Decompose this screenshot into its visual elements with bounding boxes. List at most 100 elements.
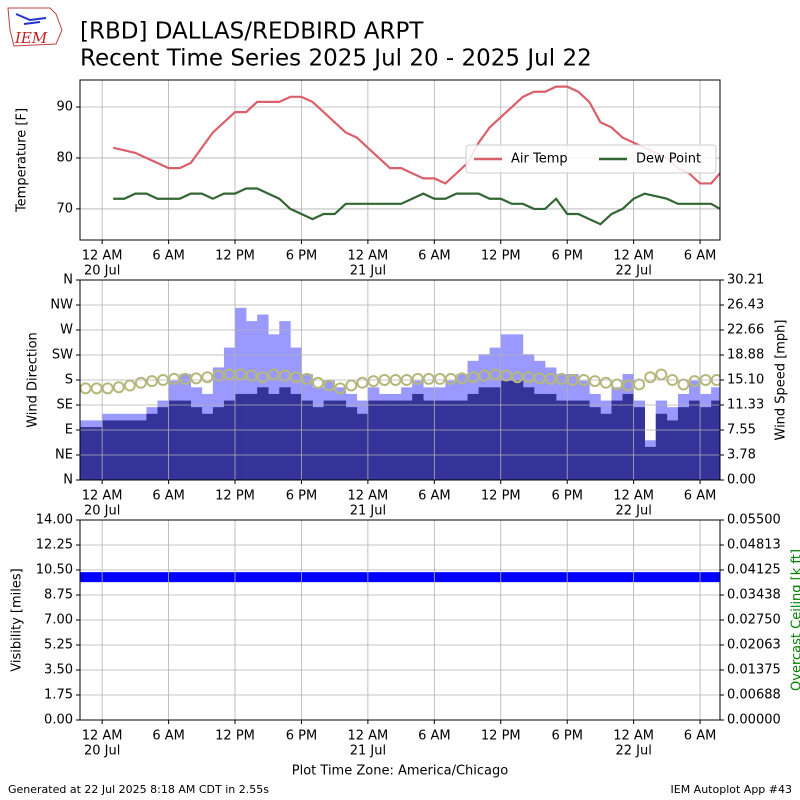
direction-point (134, 376, 147, 389)
direction-point (688, 375, 701, 388)
y-tick-label: 1.75 (44, 688, 73, 703)
speed-bar (246, 393, 258, 480)
footer-left: Generated at 22 Jul 2025 8:18 AM CDT in … (8, 783, 269, 796)
x-tick-date: 20 Jul (84, 264, 120, 279)
visibility-point (401, 572, 413, 583)
title-line: [RBD] DALLAS/REDBIRD ARPT (80, 19, 424, 45)
speed-bar (589, 407, 601, 480)
y-axis-label: Visibility [miles] (10, 568, 25, 671)
x-tick-date: 20 Jul (84, 744, 120, 759)
speed-bar (279, 387, 291, 480)
direction-point (80, 382, 92, 395)
y2-tick-label: 0.05500 (727, 513, 781, 528)
speed-bar (378, 400, 391, 480)
x-tick-label: 6 PM (286, 729, 317, 744)
y2-tick-label: 0.04813 (727, 538, 781, 553)
visibility-point (545, 572, 557, 583)
visibility-point (179, 572, 192, 583)
y-tick-label: 10.50 (36, 563, 73, 578)
x-tick-label: 6 AM (684, 729, 717, 744)
direction-point (267, 368, 280, 381)
direction-point (112, 381, 125, 394)
x-tick-label: 12 AM (613, 249, 654, 264)
speed-bar (567, 400, 579, 480)
y2-tick-label: 11.33 (727, 397, 764, 412)
direction-point (278, 369, 291, 382)
speed-bar (600, 413, 612, 480)
visibility-point (522, 572, 535, 583)
direction-point (356, 376, 369, 389)
visibility-point (644, 572, 657, 583)
y2-tick-label: 7.55 (727, 423, 756, 438)
visibility-point (124, 572, 136, 583)
direction-point (655, 368, 668, 381)
speed-bar (323, 400, 335, 480)
speed-bar (201, 413, 214, 480)
visibility-point (711, 572, 720, 583)
direction-point (456, 372, 469, 385)
y-tick-label: SW (52, 348, 73, 363)
visibility-point (456, 572, 468, 583)
y-tick-label: 3.50 (44, 663, 73, 678)
x-axis-label: Plot Time Zone: America/Chicago (292, 764, 508, 779)
direction-point (489, 368, 502, 381)
y2-tick-label: 22.66 (727, 323, 764, 338)
x-tick-label: 6 AM (152, 729, 185, 744)
speed-bar (456, 400, 468, 480)
direction-point (644, 371, 657, 384)
speed-bar (223, 400, 236, 480)
direction-point (500, 369, 513, 382)
speed-bar (102, 420, 114, 480)
speed-bar (179, 400, 192, 480)
direction-point (522, 371, 535, 384)
direction-point (544, 372, 557, 385)
visibility-point (511, 572, 524, 583)
x-tick-label: 6 AM (418, 489, 451, 504)
y-tick-label: SE (57, 398, 73, 413)
x-tick-label: 12 PM (215, 729, 255, 744)
direction-point (588, 375, 601, 388)
y2-tick-label: 15.10 (727, 373, 764, 388)
y-tick-label: 14.00 (36, 513, 73, 528)
x-tick-label: 6 PM (551, 729, 582, 744)
visibility-point (611, 572, 623, 583)
visibility-point (655, 572, 668, 583)
visibility-point (666, 572, 679, 583)
visibility-point (323, 572, 335, 583)
y2-axis-label: Overcast Ceiling [k ft] (790, 549, 800, 691)
y-tick-label: 90 (56, 100, 73, 115)
logo-lines (15, 13, 47, 25)
y-tick-label: NW (50, 298, 73, 313)
y2-tick-label: 0.00000 (727, 713, 781, 728)
speed-bar (301, 400, 313, 480)
x-tick-label: 6 PM (551, 249, 582, 264)
y2-tick-label: 0.03438 (727, 588, 781, 603)
direction-point (533, 372, 546, 385)
y-tick-label: N (63, 473, 73, 488)
y2-tick-label: 30.21 (727, 273, 764, 288)
visibility-point (633, 572, 646, 583)
x-tick-label: 12 PM (481, 729, 521, 744)
direction-point (234, 368, 247, 381)
speed-bar (235, 393, 247, 480)
speed-bar (312, 407, 324, 480)
y-tick-label: W (60, 323, 73, 338)
direction-point (289, 371, 302, 384)
speed-bar (212, 407, 225, 480)
visibility-point (622, 572, 634, 583)
speed-bar (655, 413, 668, 480)
y2-axis-label: Wind Speed [mph] (774, 320, 789, 441)
visibility-point (113, 572, 125, 583)
direction-point (633, 378, 646, 391)
x-tick-date: 22 Jul (615, 264, 651, 279)
x-tick-label: 12 PM (215, 489, 255, 504)
visibility-point (489, 572, 502, 583)
speed-bar (522, 387, 535, 480)
speed-bar (578, 400, 590, 480)
direction-point (201, 371, 214, 384)
x-tick-label: 12 AM (613, 489, 654, 504)
speed-bar (489, 387, 502, 480)
x-tick-label: 12 PM (481, 249, 521, 264)
y-tick-label: S (65, 373, 73, 388)
x-tick-date: 21 Jul (350, 504, 386, 519)
